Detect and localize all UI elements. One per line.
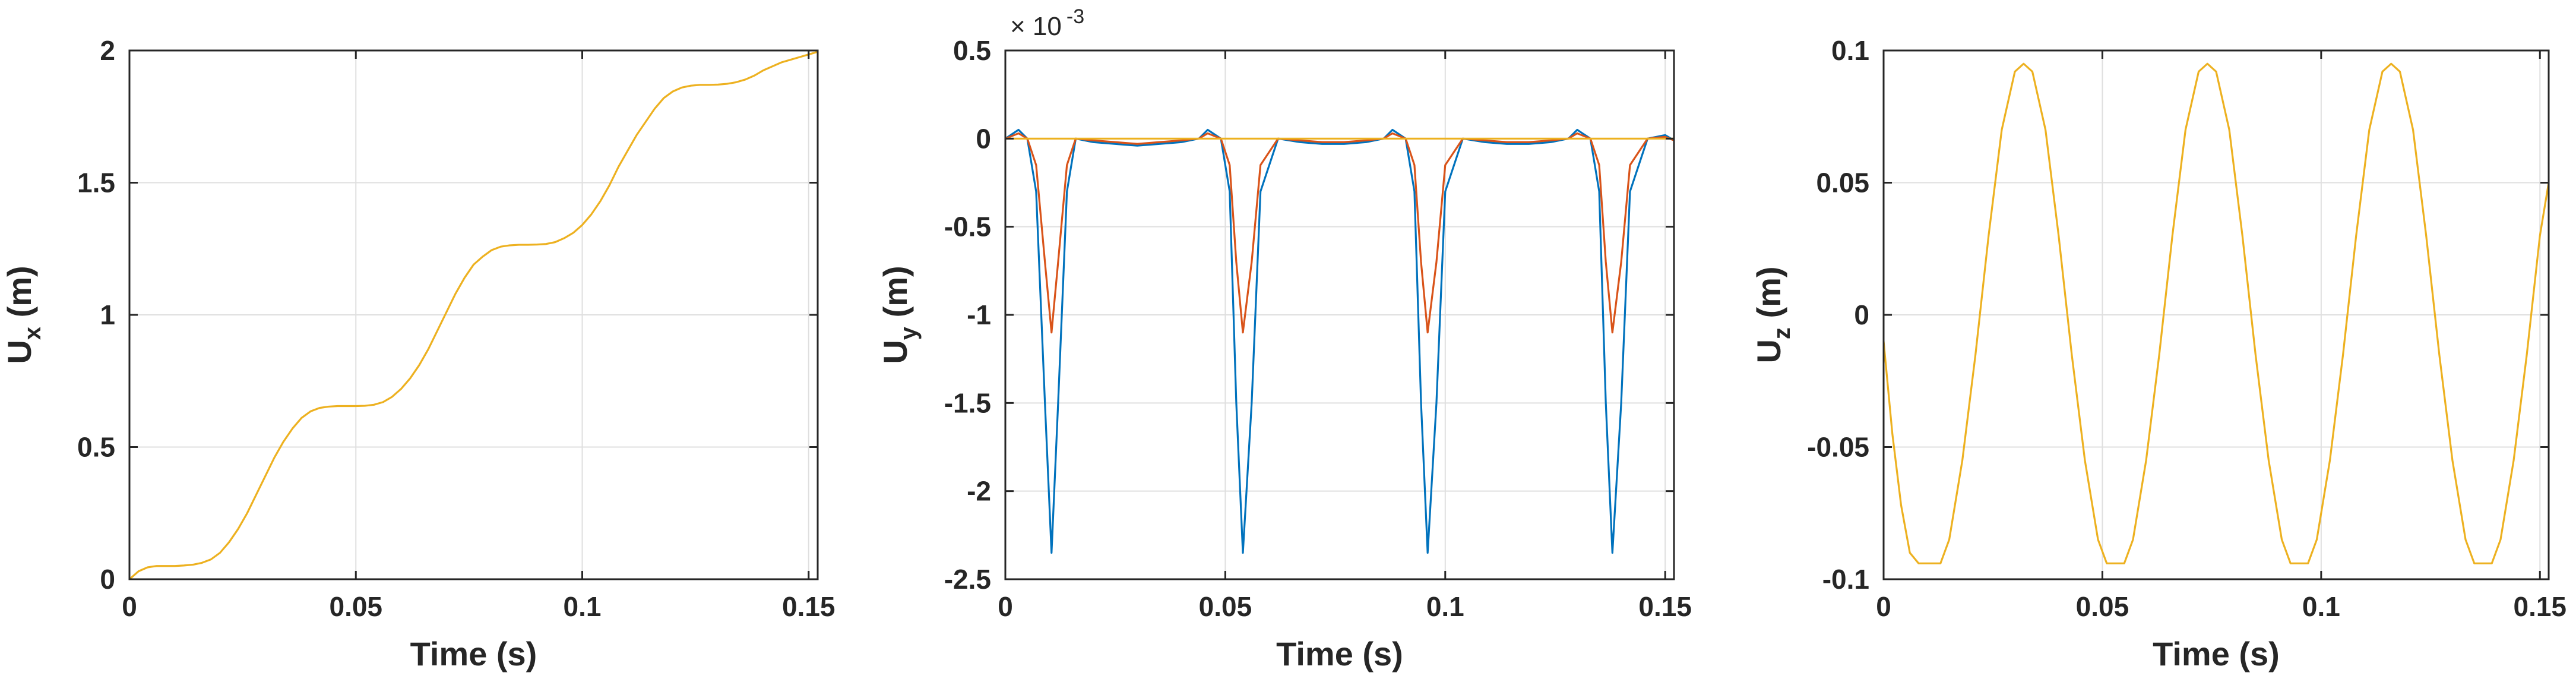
y-tick-label: 0 xyxy=(100,564,115,595)
x-axis-label: Time (s) xyxy=(2153,635,2280,672)
y-axis-label-subscript: y xyxy=(895,326,922,340)
y-axis-label-unit: (m) xyxy=(1750,266,1787,327)
y-axis-label-main: U xyxy=(1,340,38,364)
y-tick-label: 0 xyxy=(976,123,991,154)
y-tick-label: -2 xyxy=(967,476,991,507)
y-tick-label: -1 xyxy=(967,299,991,330)
y-tick-label: -2.5 xyxy=(944,564,991,595)
series-line-1 xyxy=(1882,62,2550,564)
x-tick-label: 0.05 xyxy=(329,591,382,622)
series-line-1 xyxy=(128,50,818,580)
y-tick-label: 2 xyxy=(100,35,115,66)
y-axis-label-subscript: x xyxy=(20,327,46,340)
y-axis-exponent-base: × 10 xyxy=(1010,12,1062,41)
x-tick-label: 0.1 xyxy=(564,591,602,622)
y-axis-label-main: U xyxy=(876,340,914,364)
x-tick-label: 0.1 xyxy=(2302,591,2340,622)
y-tick-label: 0.05 xyxy=(1816,168,1869,198)
x-tick-label: 0.1 xyxy=(1426,591,1464,622)
y-axis-label-unit: (m) xyxy=(1,266,38,327)
x-tick-label: 0.15 xyxy=(2513,591,2566,622)
x-tick-label: 0 xyxy=(998,591,1013,622)
y-tick-label: 1 xyxy=(100,299,115,330)
chart-panel-3: 0 0.05 0.1 0.15 -0.1 -0.05 0 0.05 0.1 Time (s) Uz … xyxy=(1750,35,2566,672)
x-tick-label: 0 xyxy=(1876,591,1891,622)
x-axis-label: Time (s) xyxy=(1276,635,1403,672)
y-tick-label: -0.1 xyxy=(1822,564,1869,595)
x-tick-label: 0 xyxy=(122,591,137,622)
y-tick-label: -0.05 xyxy=(1807,432,1869,463)
y-axis-label-unit: (m) xyxy=(876,266,914,327)
y-axis-label: Ux (m) xyxy=(1,266,46,364)
y-tick-label: -0.5 xyxy=(944,211,991,242)
y-tick-label: 0 xyxy=(1854,299,1869,330)
y-tick-label: 1.5 xyxy=(77,168,115,198)
y-axis-label: Uy (m) xyxy=(876,266,922,364)
x-tick-label: 0.15 xyxy=(1638,591,1692,622)
y-tick-label: 0.1 xyxy=(1831,35,1869,66)
y-axis-label-main: U xyxy=(1750,339,1787,363)
y-axis-label: Uz (m) xyxy=(1750,266,1795,363)
y-tick-label: -1.5 xyxy=(944,387,991,418)
chart-panel-2: 0 0.05 0.1 0.15 -2.5 -2 -1.5 -1 -0.5 0 0.5 Time (s)… xyxy=(876,5,1692,672)
x-axis-label: Time (s) xyxy=(410,635,537,672)
x-tick-label: 0.15 xyxy=(782,591,836,622)
y-axis-exponent-power: -3 xyxy=(1067,5,1084,28)
y-tick-label: 0.5 xyxy=(953,35,991,66)
x-tick-label: 0.05 xyxy=(2076,591,2129,622)
y-axis-label-subscript: z xyxy=(1769,327,1795,339)
chart-panel-1: 0 0.05 0.1 0.15 0 0.5 1 1.5 2 Time (s) Ux (m) xyxy=(1,35,836,672)
y-axis-exponent: × 10 -3 xyxy=(1010,5,1084,41)
y-tick-label: 0.5 xyxy=(77,432,115,463)
x-tick-label: 0.05 xyxy=(1199,591,1252,622)
